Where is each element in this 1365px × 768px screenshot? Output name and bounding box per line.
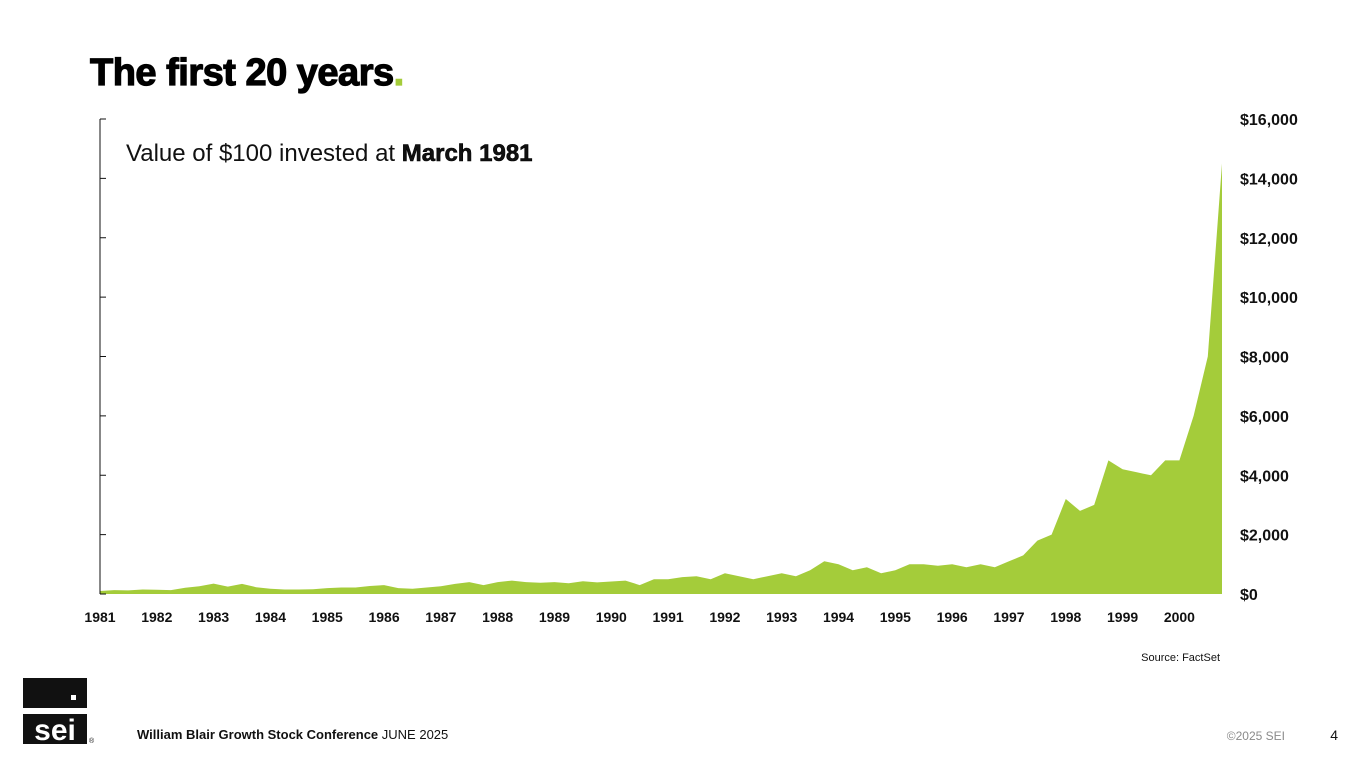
x-tick-label: 1999 <box>1107 609 1138 625</box>
title-text: The first 20 years <box>89 51 394 94</box>
page-title: The first 20 years. <box>89 51 405 95</box>
svg-text:sei: sei <box>34 714 76 744</box>
y-tick-label: $16,000 <box>1240 112 1298 129</box>
svg-text:®: ® <box>89 737 95 744</box>
area-series <box>100 163 1222 594</box>
x-tick-label: 1986 <box>368 609 399 625</box>
x-tick-label: 1993 <box>766 609 797 625</box>
y-tick-label: $6,000 <box>1240 409 1289 426</box>
x-tick-label: 1991 <box>653 609 684 625</box>
y-tick-label: $2,000 <box>1240 528 1289 545</box>
page-number: 4 <box>1330 727 1338 743</box>
y-tick-label: $14,000 <box>1240 171 1298 188</box>
x-tick-label: 1996 <box>937 609 968 625</box>
chart-subtitle: Value of $100 invested at March 1981 <box>126 140 533 168</box>
x-tick-label: 1981 <box>84 609 115 625</box>
sei-logo: sei ® <box>23 678 95 744</box>
x-tick-label: 1985 <box>312 609 343 625</box>
x-tick-label: 1982 <box>141 609 172 625</box>
source-note: Source: FactSet <box>1141 652 1220 664</box>
footer-date: JUNE 2025 <box>381 727 449 742</box>
title-accent-dot: . <box>393 51 405 94</box>
x-tick-label: 1995 <box>880 609 911 625</box>
y-tick-label: $8,000 <box>1240 350 1289 367</box>
x-tick-label: 1992 <box>709 609 740 625</box>
x-tick-label: 2000 <box>1164 609 1195 625</box>
copyright: ©2025 SEI <box>1226 729 1285 743</box>
x-tick-label: 1989 <box>539 609 570 625</box>
x-tick-label: 1994 <box>823 609 854 625</box>
y-tick-label: $10,000 <box>1240 290 1298 307</box>
footer-conference-name: William Blair Growth Stock Conference <box>137 727 379 742</box>
footer-conference: William Blair Growth Stock Conference JU… <box>137 727 448 742</box>
x-tick-label: 1998 <box>1050 609 1081 625</box>
x-tick-label: 1987 <box>425 609 456 625</box>
subtitle-date: March 1981 <box>401 140 533 168</box>
x-tick-label: 1983 <box>198 609 229 625</box>
x-tick-label: 1990 <box>596 609 627 625</box>
subtitle-prefix: Value of $100 invested at <box>126 140 402 167</box>
x-tick-label: 1984 <box>255 609 286 625</box>
y-tick-label: $0 <box>1240 587 1258 604</box>
y-tick-label: $12,000 <box>1240 231 1298 248</box>
x-tick-label: 1997 <box>993 609 1024 625</box>
x-tick-label: 1988 <box>482 609 513 625</box>
y-tick-label: $4,000 <box>1240 468 1289 485</box>
